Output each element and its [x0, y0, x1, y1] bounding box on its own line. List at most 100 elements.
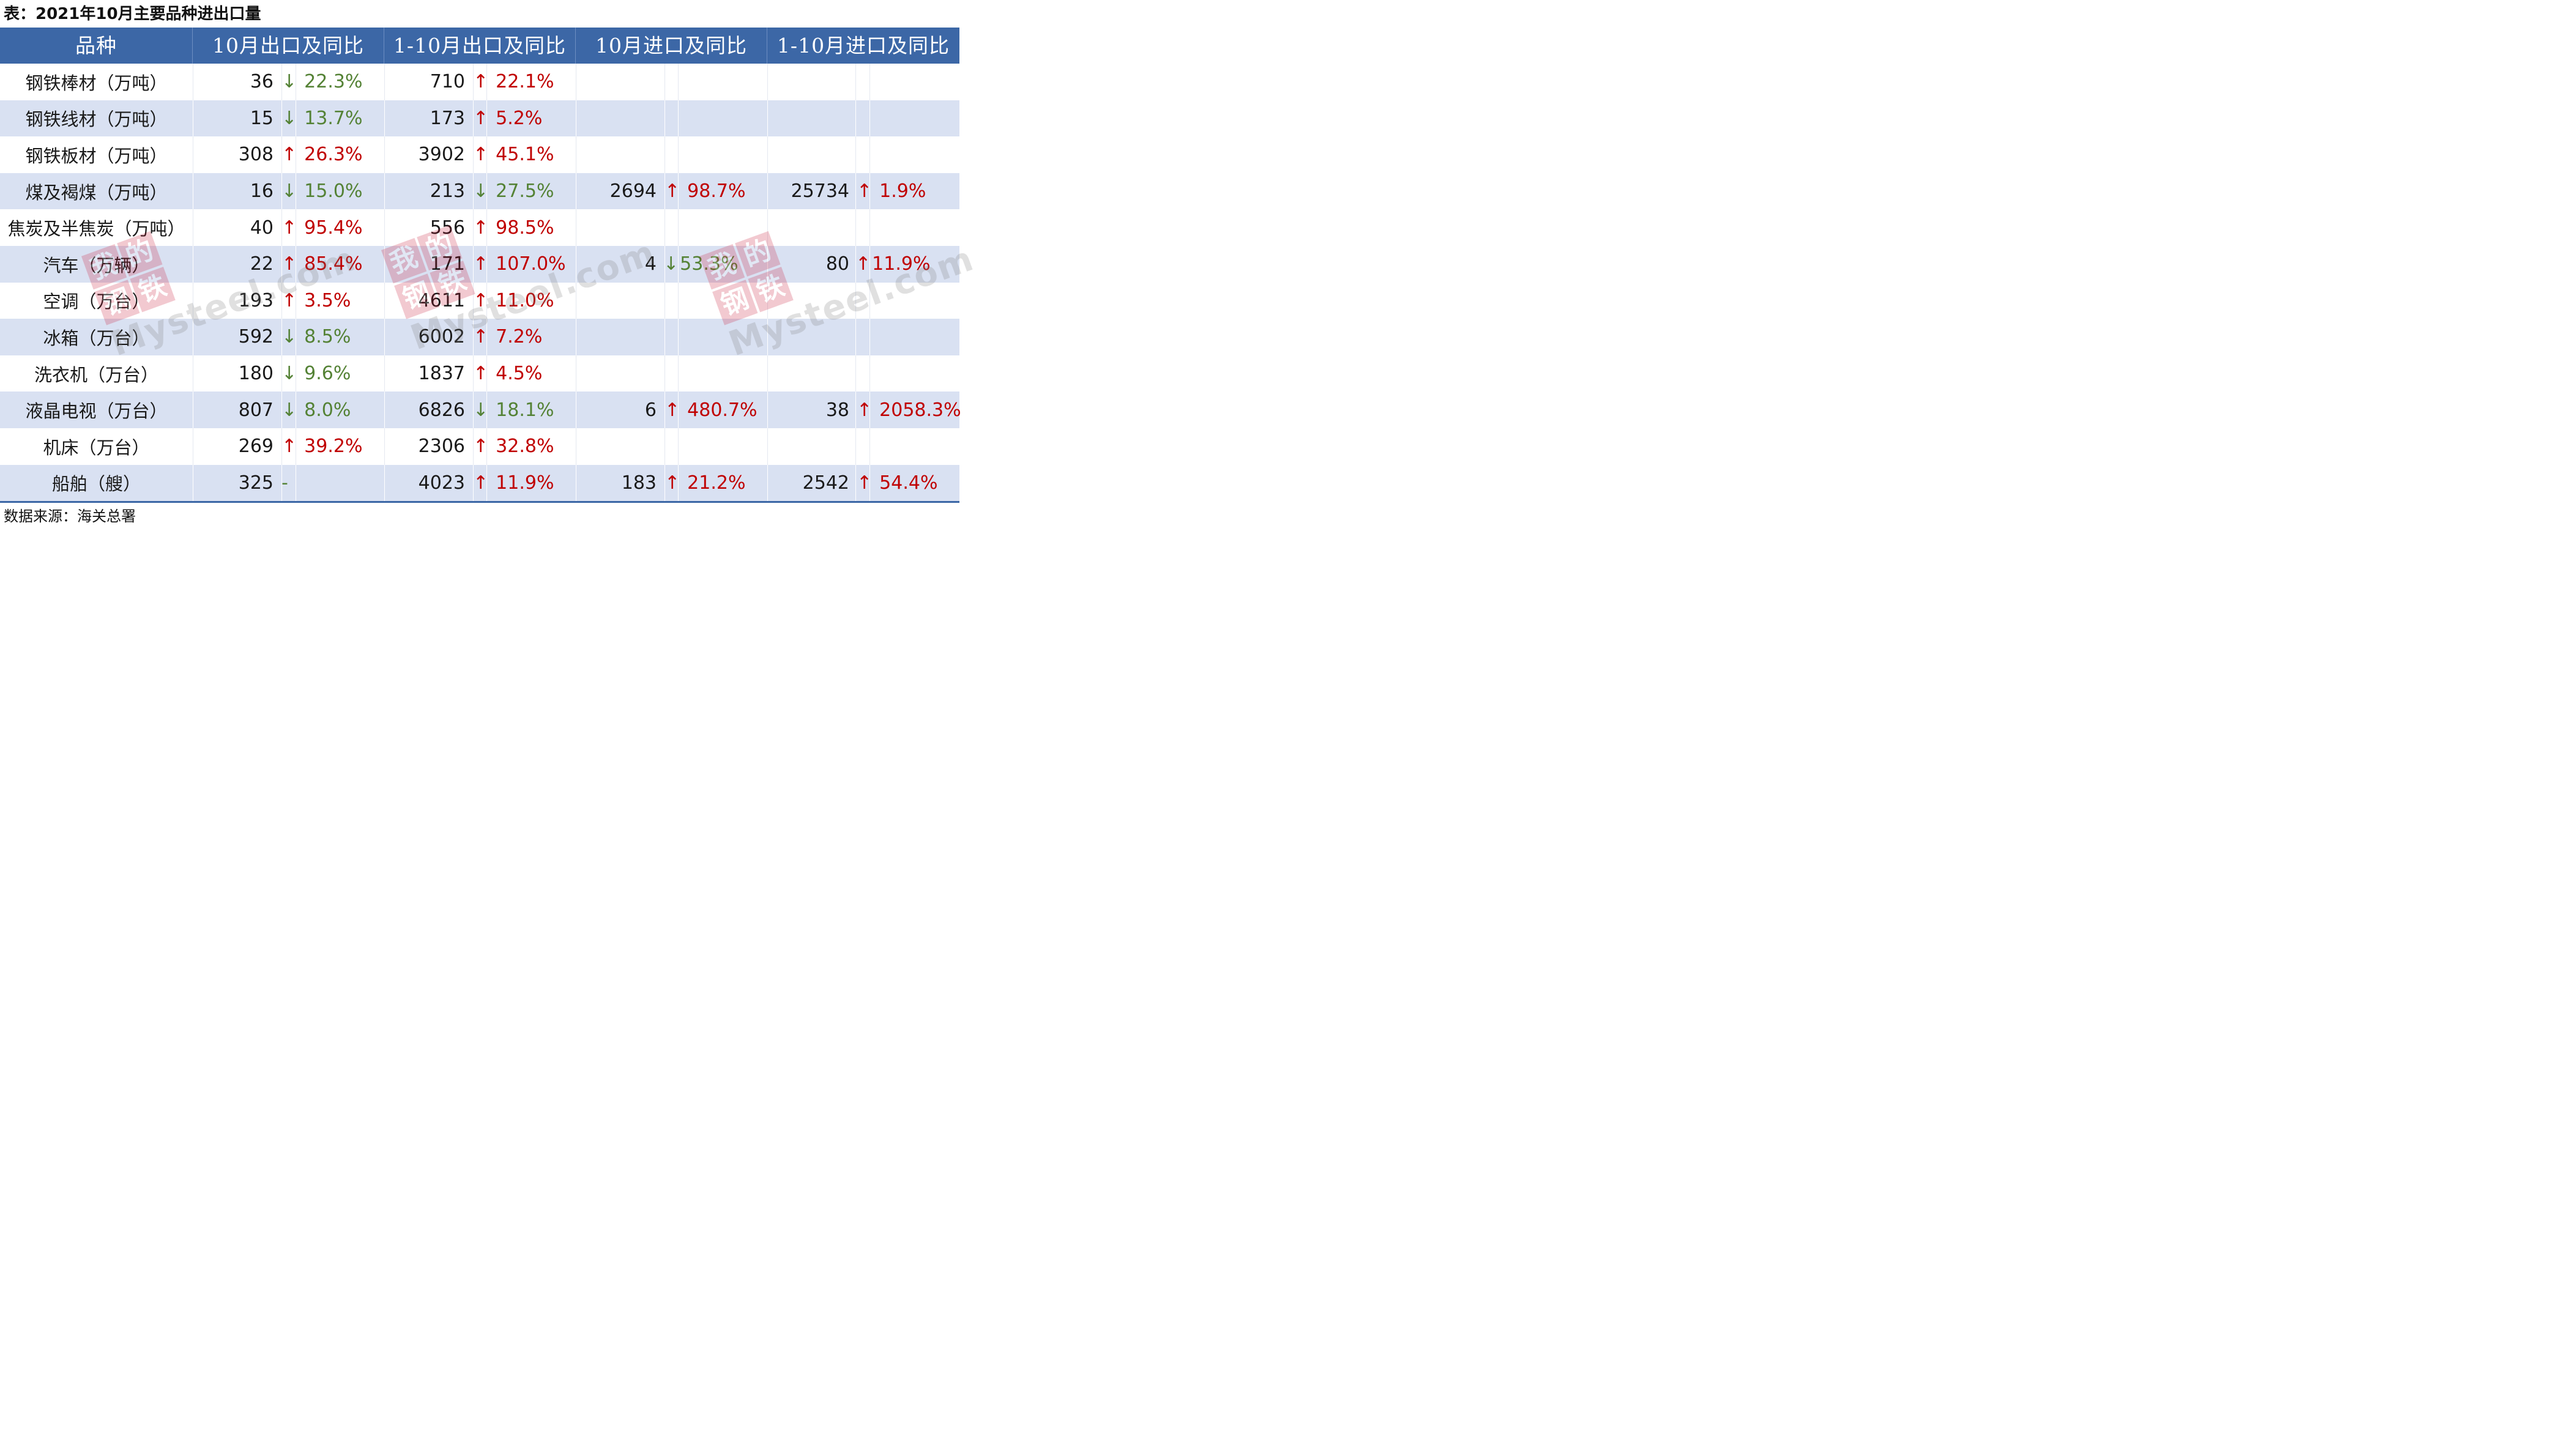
cell-divider — [869, 209, 870, 246]
change-oct-import: ↑ 98.7% — [664, 173, 745, 210]
cell-divider — [384, 100, 385, 137]
change-ytd-export: ↑ 11.0% — [473, 283, 554, 319]
table-row: 冰箱（万台） 592 ↓ 8.5% 6002 ↑ 7.2% — [0, 319, 959, 355]
change-oct-export: ↓ 13.7% — [281, 100, 362, 137]
arrow-up-icon: ↑ — [664, 399, 680, 421]
value-oct-export: 16 — [250, 180, 274, 202]
row-variety-name: 船舶（艘） — [51, 473, 141, 495]
value-ytd-export: 4023 — [418, 472, 465, 494]
cell-divider — [486, 428, 487, 465]
cell-divider — [678, 464, 679, 502]
arrow-up-icon: ↑ — [473, 253, 489, 275]
cell-divider — [767, 392, 768, 428]
value-ytd-import: 25734 — [791, 180, 849, 202]
yoy-percent: 8.5% — [304, 326, 351, 348]
change-oct-export: ↑ 95.4% — [281, 209, 362, 246]
table-body: 钢铁棒材（万吨） 36 ↓ 22.3% 710 ↑ 22.1% 钢铁线材（万吨） 15 ↓ 13.7… — [0, 64, 961, 503]
table-row: 煤及褐煤（万吨） 16 ↓ 15.0% 213 ↓ 27.5% 2694 ↑ 98.7% 25734… — [0, 173, 959, 210]
arrow-up-icon: ↑ — [664, 180, 680, 202]
value-oct-export: 180 — [238, 363, 274, 385]
arrow-up-icon: ↑ — [473, 71, 489, 93]
table-row: 焦炭及半焦炭（万吨） 40 ↑ 95.4% 556 ↑ 98.5% — [0, 209, 959, 246]
arrow-up-icon: ↑ — [855, 253, 871, 275]
arrow-down-icon: ↓ — [281, 399, 297, 421]
change-ytd-export: ↑ 7.2% — [473, 319, 542, 355]
yoy-percent: 2058.3% — [879, 399, 961, 421]
cell-divider — [486, 245, 487, 283]
cell-divider — [678, 136, 679, 173]
cell-divider — [281, 282, 282, 319]
table-row: 洗衣机（万台） 180 ↓ 9.6% 1837 ↑ 4.5% — [0, 355, 959, 392]
change-ytd-import: ↑ 1.9% — [857, 173, 926, 210]
cell-divider — [486, 355, 487, 392]
yoy-percent: 9.6% — [304, 363, 351, 385]
cell-divider — [486, 136, 487, 173]
cell-divider — [384, 209, 385, 246]
arrow-up-icon: ↑ — [857, 399, 873, 421]
cell-divider — [855, 319, 856, 355]
row-variety-name: 煤及褐煤（万吨） — [25, 182, 168, 203]
cell-divider — [473, 464, 474, 502]
change-ytd-export: ↓ 27.5% — [473, 173, 554, 210]
cell-divider — [486, 173, 487, 210]
table-caption: 表：2021年10月主要品种进出口量 — [4, 5, 261, 23]
cell-divider — [869, 355, 870, 392]
value-ytd-export: 6826 — [418, 399, 465, 421]
row-variety-name: 液晶电视（万台） — [25, 401, 168, 422]
cell-divider — [869, 173, 870, 210]
cell-divider — [473, 136, 474, 173]
cell-divider — [869, 464, 870, 502]
yoy-percent: 54.4% — [879, 472, 938, 494]
cell-divider — [767, 136, 768, 173]
cell-divider — [473, 209, 474, 246]
value-ytd-export: 710 — [430, 71, 465, 93]
header-oct-import: 10月进口及同比 — [576, 28, 767, 64]
cell-divider — [384, 319, 385, 355]
cell-divider — [664, 136, 665, 173]
value-oct-export: 36 — [250, 71, 274, 93]
cell-divider — [664, 100, 665, 137]
cell-divider — [678, 64, 679, 100]
arrow-down-icon: ↓ — [281, 71, 297, 93]
yoy-percent: 7.2% — [496, 326, 543, 348]
change-ytd-export: ↑ 98.5% — [473, 209, 554, 246]
cell-divider — [664, 64, 665, 100]
change-ytd-import: ↑ 54.4% — [857, 465, 937, 502]
change-ytd-import: ↑ 11.9% — [855, 246, 930, 283]
cell-divider — [486, 64, 487, 100]
cell-divider — [281, 245, 282, 283]
change-oct-import: ↓ 53.3% — [663, 246, 738, 283]
value-ytd-export: 173 — [430, 107, 465, 129]
value-oct-export: 269 — [238, 436, 274, 458]
table-header: 品种 10月出口及同比 1-10月出口及同比 10月进口及同比 1-10月进口及… — [0, 28, 959, 64]
cell-divider — [486, 392, 487, 428]
yoy-percent: 11.0% — [496, 289, 554, 311]
value-ytd-import: 80 — [825, 253, 849, 275]
cell-divider — [486, 209, 487, 246]
cell-divider — [869, 64, 870, 100]
cell-divider — [855, 428, 856, 465]
value-ytd-export: 2306 — [418, 436, 465, 458]
cell-divider — [664, 392, 665, 428]
change-oct-import: ↑ 21.2% — [664, 465, 745, 502]
change-ytd-export: ↓ 18.1% — [473, 392, 554, 428]
cell-divider — [855, 282, 856, 319]
yoy-percent: 480.7% — [687, 399, 758, 421]
cell-divider — [678, 319, 679, 355]
cell-divider — [869, 245, 870, 283]
cell-divider — [767, 173, 768, 210]
row-variety-name: 焦炭及半焦炭（万吨） — [7, 218, 185, 240]
cell-divider — [664, 464, 665, 502]
cell-divider — [384, 282, 385, 319]
cell-divider — [678, 428, 679, 465]
yoy-percent: 4.5% — [496, 363, 543, 385]
cell-divider — [664, 209, 665, 246]
row-variety-name: 钢铁线材（万吨） — [25, 109, 168, 130]
yoy-percent: 1.9% — [879, 180, 926, 202]
header-ytd-export: 1-10月出口及同比 — [384, 28, 576, 64]
value-ytd-export: 6002 — [418, 326, 465, 348]
yoy-percent: 22.3% — [304, 71, 363, 93]
value-ytd-import: 2542 — [802, 472, 849, 494]
yoy-percent: 39.2% — [304, 436, 363, 458]
cell-divider — [855, 136, 856, 173]
